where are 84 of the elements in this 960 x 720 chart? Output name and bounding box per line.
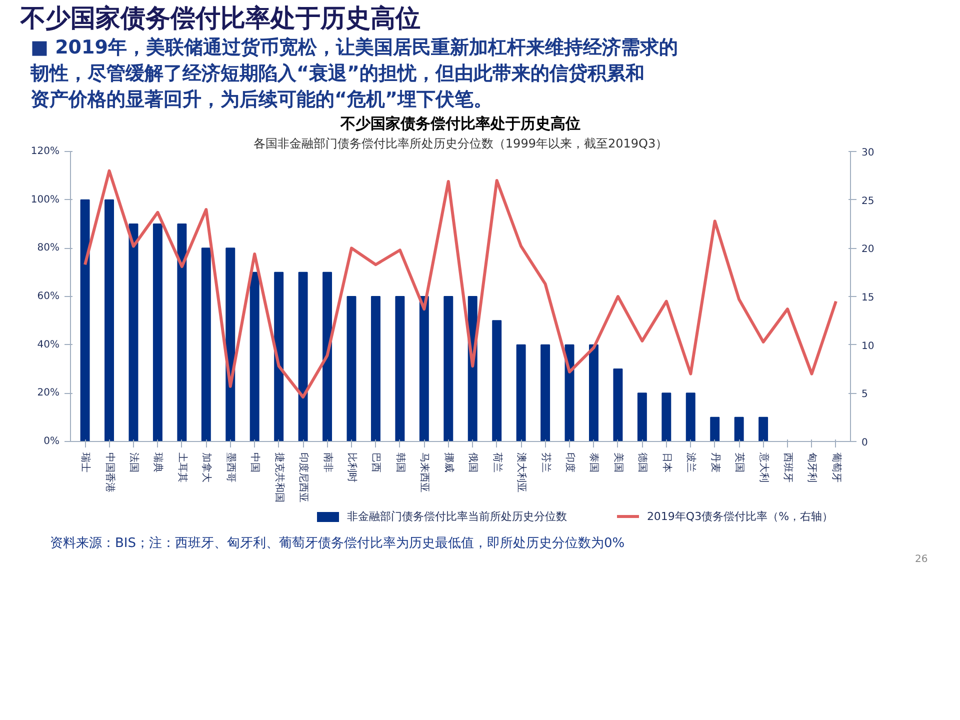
bar — [322, 272, 332, 442]
y-tick-label: 40% — [37, 339, 60, 350]
x-tick-label: 中国香港 — [104, 452, 116, 492]
bar — [346, 296, 356, 442]
x-tick-label: 英国 — [734, 452, 746, 472]
x-tick-label: 法国 — [128, 452, 140, 472]
bar — [250, 272, 260, 442]
x-tick-label: 韩国 — [394, 452, 406, 472]
bar — [298, 272, 308, 442]
x-tick-label: 印度 — [564, 452, 576, 472]
x-tick-label: 波兰 — [685, 452, 698, 472]
y2-tick-label: 30 — [862, 148, 874, 158]
x-tick-label: 加拿大 — [200, 452, 213, 482]
text: 资产价格的显著回升，为后续可能的“危机”埋下伏笔。 — [30, 88, 492, 110]
x-tick-label: 匈牙利 — [806, 452, 818, 482]
legend-label: 非金融部门债务偿付比率当前所处历史分位数 — [346, 510, 567, 523]
x-tick-label: 土耳其 — [176, 452, 188, 482]
bar — [177, 224, 187, 442]
x-tick-label: 芬兰 — [540, 452, 552, 472]
x-tick-label: 澳大利亚 — [516, 452, 528, 492]
bar — [492, 320, 502, 442]
line-series — [84, 169, 838, 399]
x-tick-label: 挪威 — [442, 452, 455, 472]
x-tick-label: 巴西 — [370, 452, 382, 472]
bar — [201, 248, 211, 442]
x-tick-label: 中国 — [249, 452, 262, 472]
bar — [588, 344, 598, 442]
legend-label: 2019年Q3债务偿付比率（%，右轴） — [646, 510, 834, 523]
bar — [152, 224, 162, 442]
x-tick-label: 荷兰 — [491, 452, 504, 472]
bar — [444, 296, 454, 442]
x-tick-label: 西班牙 — [782, 452, 794, 482]
y-tick-label: 120% — [30, 146, 60, 157]
bar — [419, 296, 429, 442]
bar — [104, 199, 114, 442]
text: 韧性，尽管缓解了经济短期陷入“衰退”的担忧，但由此带来的信贷积累和 — [30, 62, 644, 84]
x-tick-label: 比利时 — [346, 452, 358, 482]
x-tick-label: 俄国 — [467, 452, 480, 472]
bar — [710, 416, 720, 442]
bar — [128, 224, 138, 442]
bar — [734, 416, 744, 442]
bar — [758, 416, 768, 442]
x-tick-label: 南非 — [322, 452, 334, 472]
bar — [516, 344, 526, 442]
y2-tick-label: 0 — [862, 438, 868, 448]
bar — [395, 296, 405, 442]
y2-tick-label: 15 — [862, 292, 874, 304]
bar — [613, 368, 623, 442]
x-tick-label: 捷克共和国 — [273, 452, 286, 502]
x-tick-label: 墨西哥 — [224, 452, 236, 482]
bar — [226, 248, 236, 442]
chart-subtitle: 各国非金融部门债务偿付比率所处历史分位数（1999年以来，截至2019Q3） — [253, 136, 668, 150]
y2-tick-label: 10 — [862, 340, 874, 352]
x-tick-label: 美国 — [612, 452, 624, 472]
bar — [686, 392, 696, 442]
x-tick-label: 日本 — [660, 452, 673, 472]
x-tick-label: 印度尼西亚 — [298, 452, 310, 502]
x-tick-label: 瑞士 — [80, 452, 92, 472]
chart-title: 不少国家债务偿付比率处于历史高位 — [340, 114, 580, 132]
bar — [370, 296, 380, 442]
text: 26 — [915, 553, 928, 567]
x-tick-label: 马来西亚 — [418, 452, 431, 492]
x-tick-label: 德国 — [636, 452, 648, 472]
y2-tick-label: 25 — [862, 196, 874, 207]
y-tick-label: 80% — [37, 242, 60, 254]
x-tick-label: 丹麦 — [709, 452, 722, 472]
bar — [540, 344, 550, 442]
bar — [662, 392, 672, 442]
x-tick-label: 葡萄牙 — [830, 452, 842, 482]
x-tick-label: 瑞典 — [152, 452, 164, 472]
x-tick-label: 意大利 — [758, 452, 770, 482]
bar — [274, 272, 284, 442]
y-tick-label: 0% — [44, 436, 60, 447]
y-tick-label: 100% — [30, 194, 60, 206]
y-tick-label: 60% — [37, 291, 60, 302]
text: 不少国家债务偿付比率处于历史高位 — [20, 4, 420, 32]
text: 资料来源：BIS；注：西班牙、匈牙利、葡萄牙债务偿付比率为历史最低值，即所处历史分位数为0% — [50, 535, 625, 553]
y2-tick-label: 20 — [862, 244, 874, 256]
x-tick-label: 泰国 — [588, 452, 600, 472]
y-tick-label: 20% — [37, 388, 60, 399]
y2-tick-label: 5 — [862, 389, 868, 400]
bar — [80, 199, 90, 442]
bar — [637, 392, 647, 442]
text: ■ 2019年，美联储通过货币宽松，让美国居民重新加杠杆来维持经济需求的 — [30, 36, 678, 58]
